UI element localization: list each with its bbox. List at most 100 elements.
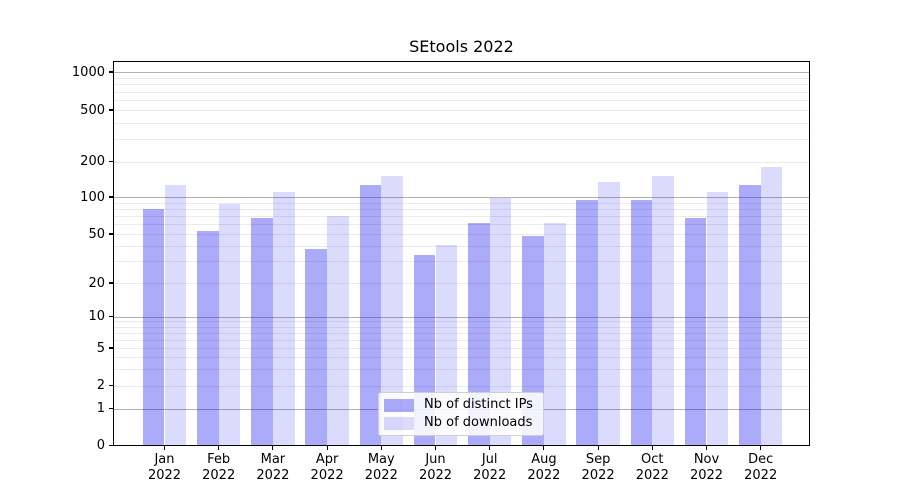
y-gridline-minor [113, 84, 810, 86]
y-tick [109, 71, 113, 73]
y-tick-label: 500 [80, 102, 105, 118]
legend-item: Nb of distinct IPs [384, 398, 538, 412]
bar-distinct-ips [251, 218, 273, 446]
bar-downloads [598, 182, 620, 446]
legend-item: Nb of downloads [384, 416, 538, 430]
bar-distinct-ips [738, 185, 761, 446]
y-gridline-minor [113, 100, 810, 101]
bar-downloads [327, 216, 349, 446]
x-tick [597, 446, 599, 450]
x-tick [651, 446, 653, 450]
x-tick [326, 446, 328, 450]
y-tick-label: 20 [88, 275, 105, 291]
y-gridline-minor [113, 202, 810, 204]
bar-distinct-ips [305, 248, 328, 446]
y-gridline-major [113, 72, 810, 73]
y-gridline-minor [113, 122, 810, 124]
x-tick [272, 446, 274, 450]
bar-downloads [706, 192, 729, 446]
y-tick [109, 315, 113, 318]
y-tick [109, 282, 113, 284]
y-gridline-minor [113, 208, 810, 210]
x-tick-label: Sep 2022 [581, 452, 615, 483]
x-tick-label: Feb 2022 [202, 452, 236, 483]
legend-label-downloads: Nb of downloads [424, 415, 533, 430]
y-tick [109, 196, 113, 198]
bar-downloads [652, 175, 675, 446]
bar-downloads [272, 192, 295, 446]
bar-distinct-ips [684, 218, 707, 446]
legend-label-distinct-ips: Nb of distinct IPs [424, 397, 533, 412]
y-gridline-minor [113, 261, 810, 263]
y-tick [109, 109, 113, 111]
y-gridline-minor [113, 357, 810, 359]
y-tick-label: 1 [96, 401, 105, 416]
x-tick-label: Apr 2022 [310, 452, 344, 483]
bar-downloads [218, 204, 241, 446]
bar-downloads [543, 222, 566, 446]
bar-distinct-ips [576, 200, 599, 446]
y-tick-label: 5 [96, 340, 105, 356]
y-gridline-minor [113, 385, 810, 387]
y-gridline-minor [113, 77, 810, 79]
y-gridline-minor [113, 321, 810, 323]
x-tick [163, 446, 166, 450]
x-tick [380, 446, 382, 450]
y-gridline-major [113, 316, 810, 318]
legend: Nb of distinct IPs Nb of downloads [378, 392, 544, 436]
y-gridline-minor [113, 332, 810, 334]
x-tick [760, 446, 762, 450]
bar-distinct-ips [196, 230, 219, 446]
x-tick-label: Dec 2022 [744, 452, 778, 483]
y-tick-label: 2 [96, 378, 105, 393]
x-tick-label: Jun 2022 [418, 452, 453, 483]
y-tick-label: 0 [96, 438, 105, 453]
x-tick-label: Mar 2022 [256, 452, 290, 483]
legend-swatch-downloads [384, 416, 414, 430]
y-tick-label: 10 [88, 309, 105, 324]
plot-area [113, 61, 810, 446]
y-gridline-minor [113, 348, 810, 349]
y-tick [109, 444, 113, 447]
bar-distinct-ips [467, 222, 490, 446]
x-tick [543, 446, 545, 450]
chart-title: SEtools 2022 [409, 37, 514, 56]
bar-downloads [760, 166, 783, 446]
y-gridline-major [113, 197, 810, 198]
y-gridline-minor [113, 161, 810, 163]
y-tick [109, 160, 113, 163]
legend-swatch-distinct-ips [384, 398, 414, 412]
x-tick [705, 446, 708, 450]
y-tick-label: 1000 [71, 64, 105, 80]
y-gridline-minor [113, 234, 810, 235]
y-tick-label: 200 [80, 154, 105, 169]
bar-downloads [381, 176, 404, 446]
y-gridline-minor [113, 216, 810, 218]
y-gridline-minor [113, 245, 810, 247]
bar-distinct-ips [142, 208, 165, 446]
y-tick [109, 407, 113, 410]
y-gridline-minor [113, 326, 810, 328]
bar-distinct-ips [630, 199, 653, 446]
y-gridline-minor [113, 110, 810, 111]
y-gridline-minor [113, 138, 810, 140]
y-tick-label: 100 [80, 189, 105, 205]
x-tick [434, 446, 437, 450]
bar-downloads [164, 184, 187, 446]
y-tick [109, 233, 113, 235]
bar-downloads [489, 197, 512, 446]
y-gridline-minor [113, 339, 810, 341]
y-gridline-minor [113, 224, 810, 226]
x-tick-label: Jul 2022 [473, 452, 507, 483]
x-tick [489, 446, 491, 450]
y-gridline-minor [113, 368, 810, 370]
x-tick-label: Nov 2022 [689, 452, 724, 483]
bar-distinct-ips [359, 184, 382, 446]
y-tick [109, 384, 113, 387]
x-tick [218, 446, 220, 450]
x-tick-label: Oct 2022 [635, 452, 669, 483]
x-tick-label: May 2022 [364, 452, 398, 483]
x-tick-label: Jan 2022 [147, 452, 182, 483]
y-gridline-minor [113, 91, 810, 93]
